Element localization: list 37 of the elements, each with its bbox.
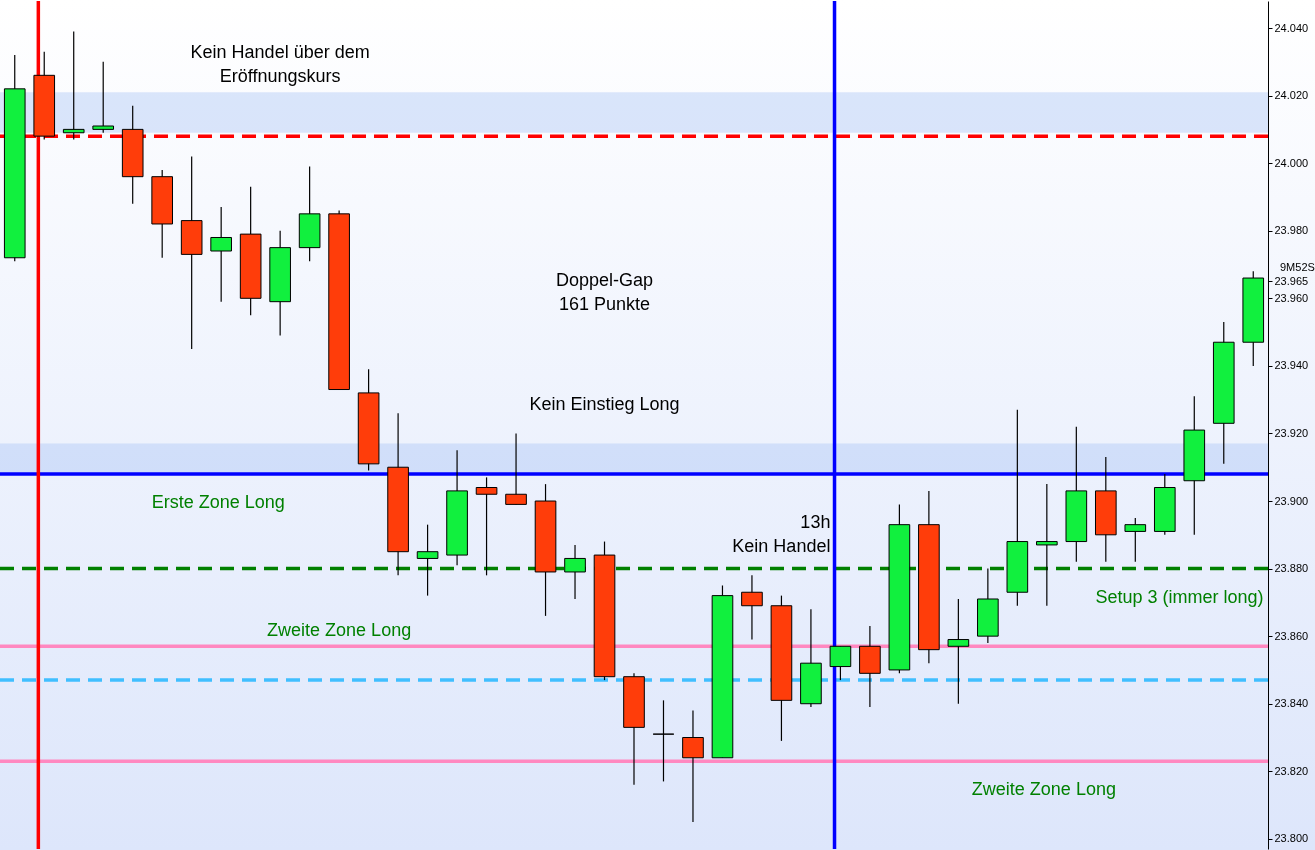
ref-line-label: Zweite Zone Long [267,620,412,641]
candlestick [652,699,675,783]
candlestick [947,598,970,705]
y-tick-label: 23.860 [1274,629,1309,642]
candlestick [829,645,852,681]
candlestick [210,206,232,303]
candlestick [416,524,439,597]
y-tick-label: 23.980 [1274,224,1309,237]
y-tick-label: 24.000 [1274,156,1309,169]
y-tick-label: 24.020 [1274,89,1309,102]
y-tick-label: 23.840 [1274,697,1309,710]
y-tick-label: 23.940 [1274,359,1309,372]
candlestick [92,61,115,134]
y-tick-label: 23.820 [1274,764,1309,777]
y-tick-label: 23.900 [1274,494,1309,507]
annotation: 13h Kein Handel [732,511,831,556]
y-tick-label: 23.920 [1274,426,1309,439]
annotation: Doppel-Gap 161 Punkte [555,269,654,314]
candlestick [682,709,704,823]
band-label: Kein Einstieg Long [529,393,680,414]
y-tick-label: 24.040 [1274,21,1309,34]
candlestick [564,544,586,600]
y-tick-label: 23.800 [1274,832,1309,845]
text: 9M52S [1280,261,1315,274]
ref-line-label: Setup 3 (immer long) [1095,586,1264,607]
ref-line-label: Erste Zone Long [151,491,285,512]
y-tick-label: 23.965 [1274,274,1309,287]
candlestick [1036,483,1058,607]
candlestick [62,30,85,141]
candlestick [475,476,498,576]
candlestick [1124,517,1147,563]
y-tick-label: 23.960 [1274,291,1309,304]
candlestick [741,574,763,641]
ref-line-label: Zweite Zone Long [971,779,1116,800]
y-tick-label: 23.880 [1274,562,1309,575]
band-label: Kein Handel über dem Eröffnungskurs [190,42,370,87]
candlestick [505,432,527,505]
